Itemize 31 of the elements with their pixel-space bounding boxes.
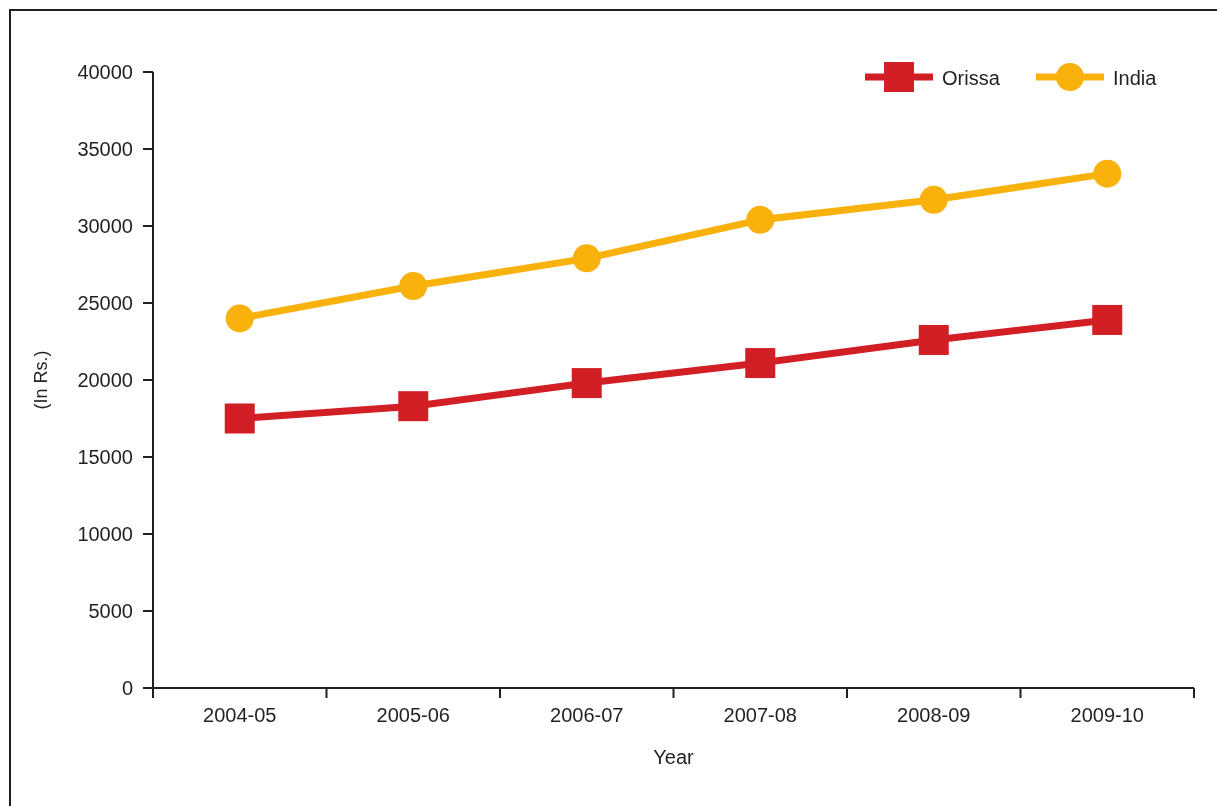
point bbox=[919, 185, 948, 214]
x-tick-label: 2006-07 bbox=[550, 704, 624, 726]
point bbox=[1092, 304, 1123, 335]
x-tick-label: 2005-06 bbox=[376, 704, 450, 726]
legend-label: India bbox=[1113, 67, 1158, 89]
y-tick-label: 40000 bbox=[77, 61, 133, 83]
point bbox=[918, 324, 949, 355]
point bbox=[746, 205, 775, 234]
y-tick-label: 20000 bbox=[77, 369, 133, 391]
point bbox=[1093, 159, 1122, 188]
y-tick-label: 15000 bbox=[77, 446, 133, 468]
y-tick-label: 30000 bbox=[77, 215, 133, 237]
point bbox=[572, 244, 601, 273]
y-tick-label: 10000 bbox=[77, 523, 133, 545]
point bbox=[571, 368, 602, 399]
y-tick-label: 25000 bbox=[77, 292, 133, 314]
x-tick-label: 2009-10 bbox=[1070, 704, 1144, 726]
point bbox=[225, 304, 254, 333]
x-axis-title: Year bbox=[653, 746, 695, 768]
y-tick-label: 0 bbox=[121, 677, 133, 699]
x-tick-label: 2008-09 bbox=[897, 704, 971, 726]
y-tick-label: 35000 bbox=[77, 138, 133, 160]
point bbox=[398, 391, 429, 422]
point bbox=[399, 272, 428, 301]
y-axis-title: (In Rs.) bbox=[31, 350, 51, 410]
point bbox=[745, 348, 776, 379]
x-tick-label: 2007-08 bbox=[723, 704, 797, 726]
y-tick-label: 5000 bbox=[88, 600, 133, 622]
x-tick-label: 2004-05 bbox=[203, 704, 277, 726]
point bbox=[224, 403, 255, 434]
legend-label: Orissa bbox=[942, 67, 1001, 89]
